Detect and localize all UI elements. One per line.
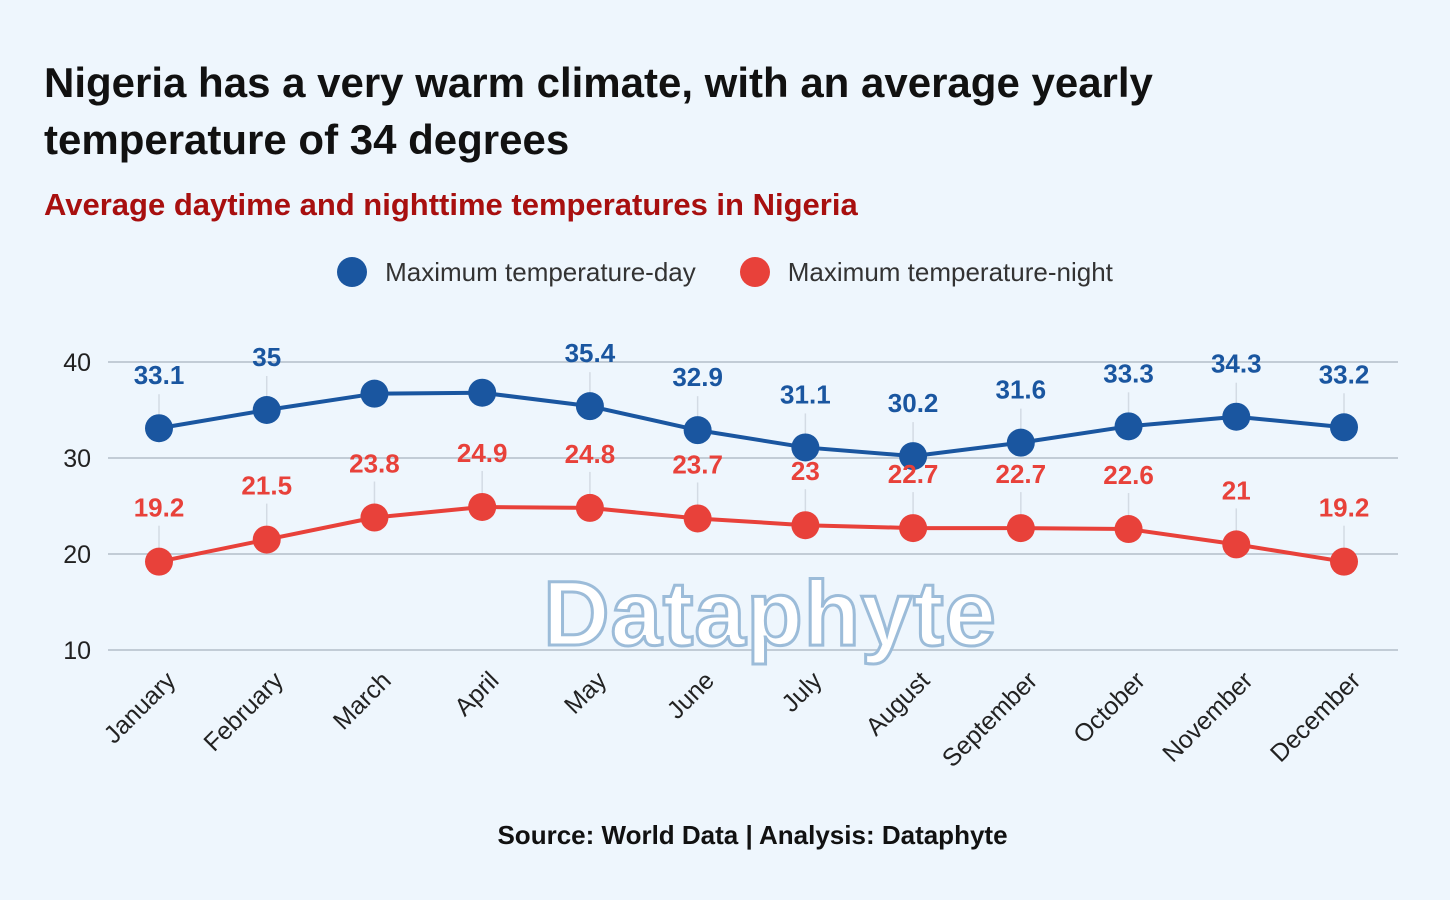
data-point — [1330, 413, 1358, 442]
data-point — [1006, 514, 1035, 543]
series-night: 19.2 21.5 23.8 24.9 24.8 23.7 23 22.7 22.7 22.6 21… — [134, 438, 1370, 576]
data-point — [360, 379, 389, 408]
data-label: 22.6 — [1103, 460, 1154, 490]
data-label: 30.2 — [888, 388, 939, 418]
data-label: 35 — [252, 342, 281, 372]
data-point — [1114, 412, 1143, 441]
x-tick-label: August — [860, 666, 935, 741]
data-point — [468, 378, 497, 407]
legend-item-day[interactable]: Maximum temperature-day — [337, 257, 696, 288]
data-point — [575, 392, 604, 421]
data-label: 33.2 — [1319, 359, 1370, 389]
data-point — [252, 396, 281, 424]
y-tick-label: 40 — [63, 349, 91, 377]
x-tick-label: June — [662, 666, 720, 724]
data-label: 24.8 — [565, 439, 616, 469]
data-label: 23.8 — [349, 449, 400, 479]
source-note: Source: World Data | Analysis: Dataphyte — [497, 820, 1008, 850]
x-tick-label: February — [198, 666, 289, 757]
data-label: 22.7 — [888, 459, 939, 489]
data-point — [1114, 515, 1143, 544]
data-label: 19.2 — [1319, 493, 1370, 523]
x-tick-label: May — [559, 666, 613, 720]
y-tick-label: 20 — [63, 541, 91, 569]
data-point — [791, 433, 820, 462]
data-label: 23 — [791, 456, 820, 486]
data-label: 35.4 — [565, 338, 616, 368]
y-tick-label: 10 — [63, 637, 91, 665]
legend-swatch-night — [739, 257, 770, 287]
data-label: 19.2 — [134, 493, 185, 523]
data-point — [899, 514, 928, 543]
data-point — [468, 492, 497, 521]
data-label: 33.1 — [134, 360, 185, 390]
x-tick-label: April — [449, 666, 504, 721]
x-axis: January February March April May June July Augu… — [99, 666, 1367, 773]
chart-title: Nigeria has a very warm climate, with an… — [44, 59, 1153, 163]
data-point — [145, 547, 173, 576]
y-tick-label: 30 — [63, 445, 91, 473]
data-label: 34.3 — [1211, 349, 1262, 379]
x-tick-label: March — [328, 666, 397, 735]
legend: Maximum temperature-day Maximum temperat… — [0, 250, 1450, 294]
watermark: Dataphyte — [543, 563, 997, 665]
data-point — [791, 511, 820, 540]
data-point — [575, 493, 604, 522]
x-tick-label: October — [1068, 666, 1151, 749]
series-line — [158, 390, 1345, 459]
data-label: 21 — [1222, 475, 1251, 505]
x-tick-label: December — [1265, 666, 1366, 767]
x-tick-label: July — [776, 666, 828, 718]
data-point — [899, 442, 928, 471]
data-point — [1222, 402, 1251, 431]
x-tick-label: January — [99, 666, 182, 749]
grid-lines — [108, 361, 1398, 651]
data-label: 31.6 — [996, 375, 1047, 405]
data-point — [683, 416, 712, 445]
legend-label-night: Maximum temperature-night — [787, 256, 1113, 287]
data-point — [252, 525, 281, 554]
x-tick-label: September — [937, 666, 1043, 772]
data-label: 24.9 — [457, 438, 508, 468]
data-point — [360, 503, 389, 532]
legend-swatch-day — [337, 257, 368, 287]
data-label: 21.5 — [241, 471, 292, 501]
legend-label-day: Maximum temperature-day — [385, 256, 696, 287]
data-point — [683, 504, 712, 533]
data-point — [1006, 428, 1035, 457]
x-tick-label: November — [1157, 666, 1258, 767]
data-label: 32.9 — [672, 362, 723, 392]
data-label: 23.7 — [672, 449, 723, 479]
legend-item-night[interactable]: Maximum temperature-night — [739, 256, 1113, 288]
series-line — [158, 504, 1345, 564]
data-label: 22.7 — [996, 459, 1047, 489]
data-point — [1330, 547, 1358, 576]
series-day: 33.1 35 35.4 32.9 31.1 30.2 31.6 33.3 34.3 33.2 — [134, 338, 1370, 471]
series-layer: 33.1 35 35.4 32.9 31.1 30.2 31.6 33.3 34.3 33.2 19… — [134, 338, 1370, 576]
y-axis: 10 20 30 40 — [63, 349, 91, 665]
data-label: 31.1 — [780, 379, 831, 409]
chart-subtitle: Average daytime and nighttime temperatur… — [44, 187, 858, 222]
data-point — [1222, 530, 1251, 559]
data-point — [145, 414, 173, 443]
data-label: 33.3 — [1103, 358, 1154, 388]
